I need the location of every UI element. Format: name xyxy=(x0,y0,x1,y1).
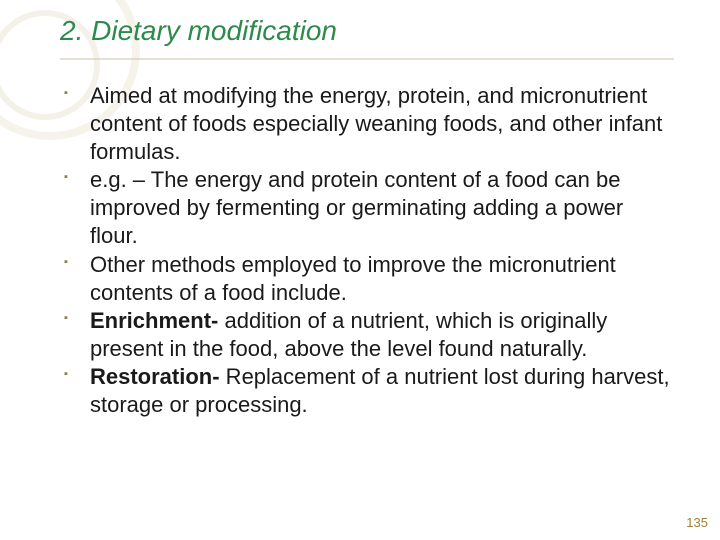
bullet-list: Aimed at modifying the energy, protein, … xyxy=(60,82,674,420)
bullet-bold-prefix: Restoration- xyxy=(90,364,220,389)
slide-title: 2. Dietary modification xyxy=(60,14,674,48)
page-number: 135 xyxy=(686,515,708,530)
list-item: Enrichment- addition of a nutrient, whic… xyxy=(82,307,674,363)
bullet-text: e.g. – The energy and protein content of… xyxy=(90,167,623,248)
list-item: e.g. – The energy and protein content of… xyxy=(82,166,674,250)
list-item: Restoration- Replacement of a nutrient l… xyxy=(82,363,674,419)
bullet-bold-prefix: Enrichment- xyxy=(90,308,218,333)
title-underline xyxy=(60,58,674,60)
bullet-text: Other methods employed to improve the mi… xyxy=(90,252,616,305)
slide-container: 2. Dietary modification Aimed at modifyi… xyxy=(0,0,720,540)
bullet-text: Aimed at modifying the energy, protein, … xyxy=(90,83,662,164)
list-item: Other methods employed to improve the mi… xyxy=(82,251,674,307)
list-item: Aimed at modifying the energy, protein, … xyxy=(82,82,674,166)
